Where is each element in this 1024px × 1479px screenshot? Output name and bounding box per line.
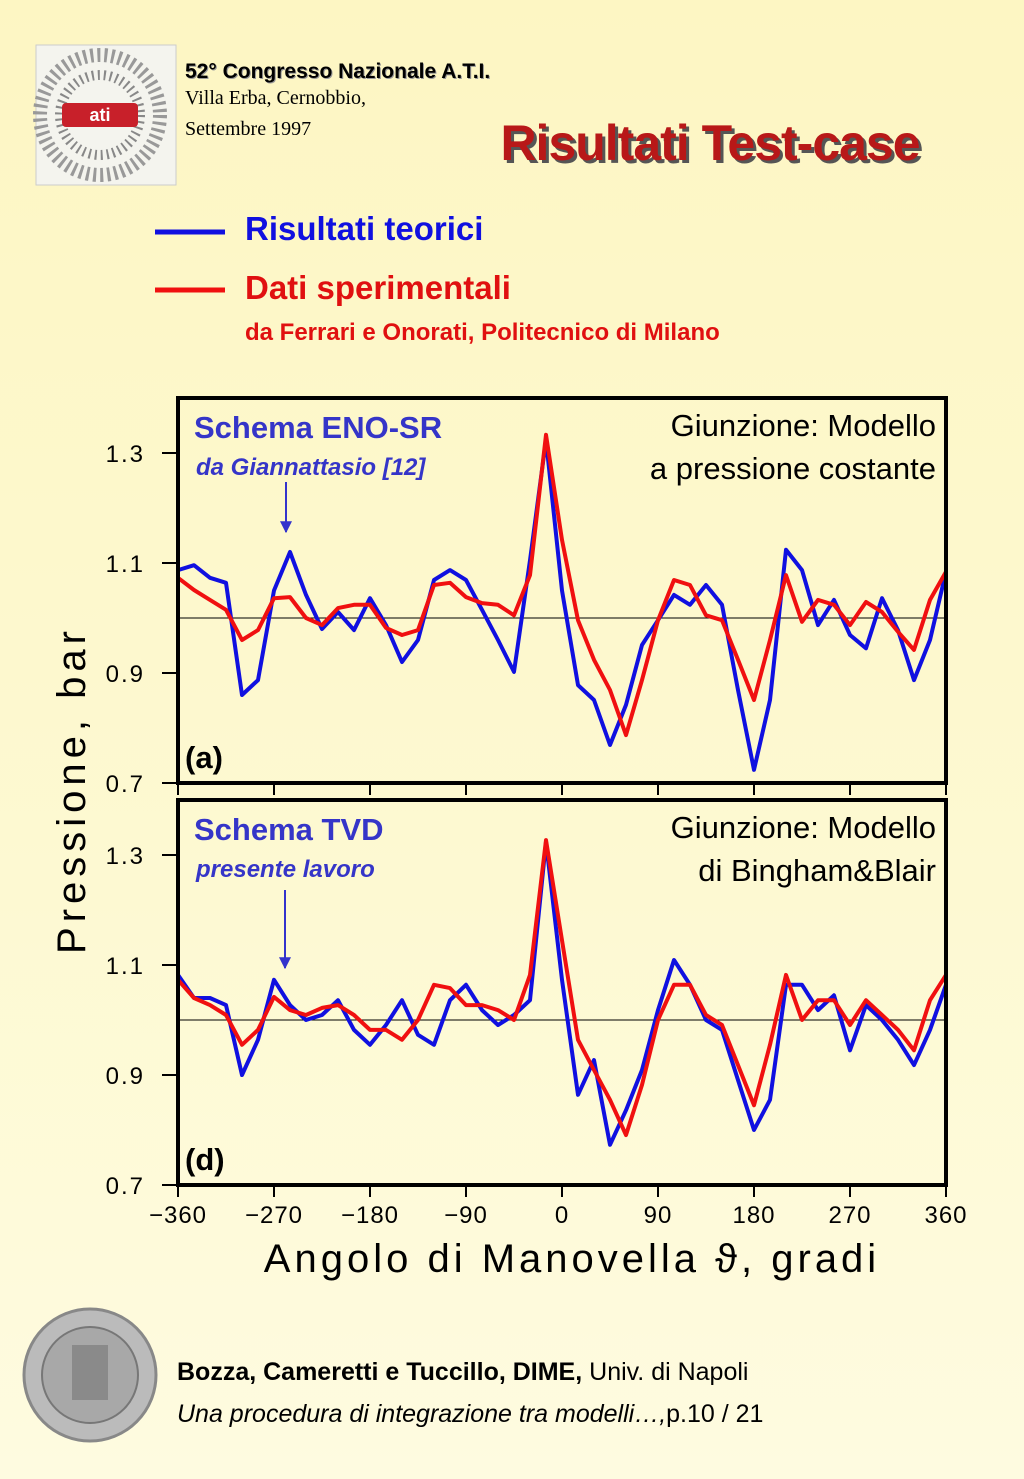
x-tick-label: 360 <box>924 1202 967 1229</box>
x-tick-label: −90 <box>444 1202 488 1229</box>
x-tick-label: 0 <box>555 1202 569 1229</box>
svg-text:ati: ati <box>89 105 110 125</box>
y-tick-label: 1.1 <box>106 551 145 578</box>
series-line <box>176 839 948 1147</box>
work: Una procedura di integrazione tra modell… <box>177 1400 666 1428</box>
y-tick-label: 1.3 <box>106 843 145 870</box>
x-tick-label: 180 <box>732 1202 775 1229</box>
page: p.10 / 21 <box>666 1400 763 1428</box>
panel-label: (a) <box>185 740 223 775</box>
y-tick-label: 1.3 <box>106 441 145 468</box>
y-tick-label: 0.7 <box>106 771 145 798</box>
footer-line: Bozza, Cameretti e Tuccillo, DIME, Univ.… <box>177 1358 748 1386</box>
x-tick-label: −270 <box>245 1202 303 1229</box>
affiliation: Univ. di Napoli <box>589 1358 748 1386</box>
seal <box>22 1307 158 1443</box>
footer-line: Una procedura di integrazione tra modell… <box>177 1400 763 1428</box>
legend-note: da Ferrari e Onorati, Politecnico di Mil… <box>245 319 720 346</box>
series-line <box>177 437 948 772</box>
legend-label: Risultati teorici <box>245 210 483 247</box>
legend-label: Dati sperimentali <box>245 269 511 306</box>
scheme-note: presente lavoro <box>195 856 375 883</box>
junction-note: Giunzione: Modello <box>671 810 936 845</box>
y-axis-label: Pressione, bar <box>50 626 94 954</box>
authors: Bozza, Cameretti e Tuccillo, DIME, <box>177 1358 582 1386</box>
logo: ati <box>33 44 177 186</box>
x-tick-label: −180 <box>341 1202 399 1229</box>
x-axis-label: Angolo di Manovella ϑ, gradi <box>264 1237 880 1281</box>
y-tick-label: 0.9 <box>106 1063 145 1090</box>
series-line <box>176 432 948 738</box>
conference: 52° Congresso Nazionale A.T.I. <box>185 60 490 83</box>
title: Risultati Test-case <box>500 115 919 171</box>
scheme-note: da Giannattasio [12] <box>196 454 426 481</box>
x-tick-label: 90 <box>644 1202 673 1229</box>
series-line <box>176 838 948 1137</box>
title-shadow: Risultati Test-case <box>503 118 922 174</box>
y-tick-label: 1.1 <box>106 953 145 980</box>
junction-note: a pressione costante <box>650 451 936 486</box>
date: Settembre 1997 <box>185 118 311 140</box>
panel-label: (d) <box>185 1142 225 1177</box>
venue: Villa Erba, Cernobbio, <box>185 87 366 109</box>
x-tick-label: 270 <box>828 1202 871 1229</box>
scheme: Schema ENO-SR <box>194 410 442 445</box>
y-tick-label: 0.7 <box>106 1173 145 1200</box>
junction-note: di Bingham&Blair <box>698 853 936 888</box>
y-tick-label: 0.9 <box>106 661 145 688</box>
junction-note: Giunzione: Modello <box>671 408 936 443</box>
scheme: Schema TVD <box>194 812 384 847</box>
x-tick-label: −360 <box>149 1202 207 1229</box>
